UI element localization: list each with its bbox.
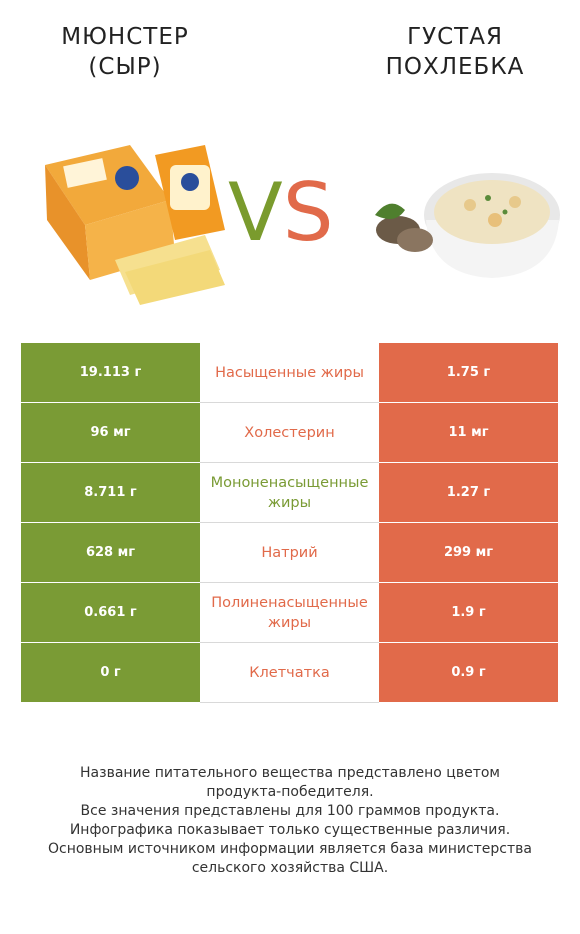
table-row: 8.711 г Мононенасыщенные жиры 1.27 г (21, 463, 558, 523)
vs-label: VS (228, 166, 334, 259)
muenster-cheese-image (45, 145, 225, 305)
table-row: 0 г Клетчатка 0.9 г (21, 643, 558, 703)
nutrient-name: Натрий (261, 544, 318, 561)
right-product-title: ГУСТАЯ ПОХЛЕБКА (385, 24, 525, 80)
table-row: 19.113 г Насыщенные жиры 1.75 г (21, 343, 558, 403)
footer-line: сельского хозяйства США. (191, 860, 389, 876)
footer-line: Основным источником информации является … (48, 841, 532, 857)
footer-line: Инфографика показывает только существенн… (69, 822, 511, 838)
footer-line: Название питательного вещества представл… (80, 765, 500, 781)
nutrient-name: Полиненасыщенные жиры (211, 594, 368, 631)
nutrient-name: Насыщенные жиры (215, 364, 364, 381)
left-value: 0.661 г (21, 583, 200, 642)
left-value: 96 мг (21, 403, 200, 462)
table-row: 96 мг Холестерин 11 мг (21, 403, 558, 463)
table-row: 628 мг Натрий 299 мг (21, 523, 558, 583)
right-value: 1.9 г (379, 583, 558, 642)
right-value: 1.75 г (379, 343, 558, 402)
left-value: 0 г (21, 643, 200, 702)
right-value: 11 мг (379, 403, 558, 462)
left-product-title: МЮНСТЕР (СЫР) (61, 24, 189, 80)
nutrient-comparison-table: 19.113 г Насыщенные жиры 1.75 г 96 мг Хо… (21, 343, 558, 703)
chowder-image (375, 173, 560, 278)
right-value: 1.27 г (379, 463, 558, 522)
nutrient-name: Мононенасыщенные жиры (210, 474, 369, 511)
nutrient-name: Холестерин (244, 424, 335, 441)
left-value: 19.113 г (21, 343, 200, 402)
nutrient-name: Клетчатка (249, 664, 330, 681)
right-value: 0.9 г (379, 643, 558, 702)
right-value: 299 мг (379, 523, 558, 582)
left-value: 628 мг (21, 523, 200, 582)
footer-line: продукта-победителя. (206, 784, 374, 800)
left-value: 8.711 г (21, 463, 200, 522)
footer-notes: Название питательного вещества представл… (0, 764, 580, 878)
table-row: 0.661 г Полиненасыщенные жиры 1.9 г (21, 583, 558, 643)
footer-line: Все значения представлены для 100 граммо… (80, 803, 500, 819)
